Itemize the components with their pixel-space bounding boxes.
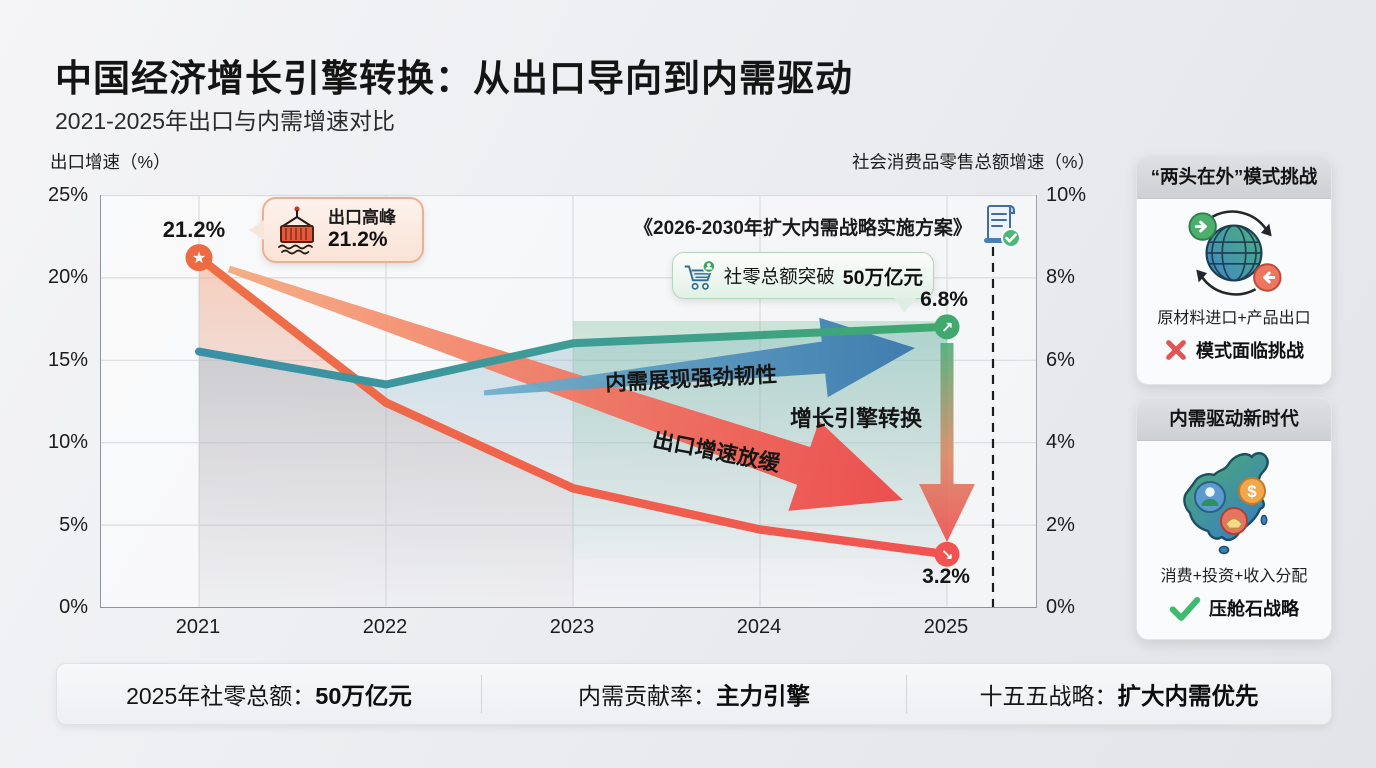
retail-end-marker bbox=[934, 314, 960, 340]
export-line bbox=[194, 253, 952, 559]
left-axis-tick: 10% bbox=[47, 431, 88, 454]
left-axis-tick: 0% bbox=[59, 596, 88, 618]
svg-text:$: $ bbox=[1247, 482, 1257, 501]
year-label: 2023 bbox=[549, 616, 595, 638]
stat-demand-value: 主力引擎 bbox=[716, 683, 810, 709]
left-axis-tick: 15% bbox=[47, 348, 88, 371]
stat-retail-label: 2025年社零总额： bbox=[126, 683, 316, 709]
divider bbox=[906, 675, 907, 713]
chart-canvas: ★ ↗ ↘ bbox=[101, 195, 1036, 607]
divider bbox=[481, 675, 482, 713]
right-axis-tick: 10% bbox=[1046, 184, 1087, 206]
engine-switch-arrow bbox=[919, 343, 975, 542]
x-icon bbox=[1166, 340, 1186, 360]
right-axis-tick: 8% bbox=[1046, 266, 1075, 289]
stat-demand-label: 内需贡献率： bbox=[578, 683, 716, 709]
down-right-marker: ↘ bbox=[941, 547, 954, 564]
year-label: 2021 bbox=[175, 616, 221, 638]
summary-stats-bar: 2025年社零总额： 50万亿元 内需贡献率： 主力引擎 十五五战略： 扩大内需优先 bbox=[56, 663, 1332, 725]
globe-trade-icon bbox=[1188, 210, 1282, 296]
left-axis-tick: 20% bbox=[47, 266, 88, 289]
engine-switch-arrow-shape bbox=[919, 343, 975, 542]
stat-strategy: 十五五战略： 扩大内需优先 bbox=[907, 677, 1331, 711]
card2-header: 内需驱动新时代 bbox=[1137, 398, 1331, 441]
data-markers: ★ ↗ ↘ bbox=[185, 244, 960, 567]
stat-demand-contribution: 内需贡献率： 主力引擎 bbox=[482, 677, 906, 711]
stat-strategy-label: 十五五战略： bbox=[979, 683, 1118, 709]
left-axis-tick: 25% bbox=[47, 184, 88, 206]
card1-status: 模式面临挑战 bbox=[1196, 341, 1304, 361]
year-label: 2025 bbox=[923, 616, 969, 638]
demand-resilience-arrow bbox=[483, 317, 915, 398]
right-axis-tick: 4% bbox=[1046, 431, 1075, 454]
stat-strategy-value: 扩大内需优先 bbox=[1117, 683, 1259, 709]
card2-status: 压舱石战略 bbox=[1209, 599, 1299, 619]
trend-arrows bbox=[227, 265, 915, 511]
export-peak-marker bbox=[185, 244, 213, 272]
export-end-marker bbox=[934, 541, 960, 567]
demand-line bbox=[195, 322, 951, 389]
card-export-model-challenge: “两头在外”模式挑战 bbox=[1136, 155, 1332, 385]
card1-header: “两头在外”模式挑战 bbox=[1137, 156, 1331, 199]
chart-plot-area: ★ ↗ ↘ bbox=[100, 195, 1037, 608]
right-axis-tick: 0% bbox=[1046, 596, 1075, 618]
card2-caption: 消费+投资+收入分配 bbox=[1160, 568, 1308, 585]
year-label: 2022 bbox=[362, 616, 408, 638]
page-subtitle: 2021-2025年出口与内需增速对比 bbox=[55, 108, 395, 134]
check-icon bbox=[1169, 596, 1201, 621]
card1-caption: 原材料进口+产品出口 bbox=[1157, 310, 1311, 327]
data-lines bbox=[194, 253, 952, 559]
right-axis-tick: 2% bbox=[1046, 513, 1075, 536]
left-axis-tick: 5% bbox=[59, 513, 88, 536]
up-right-marker: ↗ bbox=[941, 319, 954, 336]
left-axis-title: 出口增速（%） bbox=[50, 152, 171, 172]
stat-retail-total: 2025年社零总额： 50万亿元 bbox=[57, 677, 481, 711]
right-axis-title: 社会消费品零售总额增速（%） bbox=[851, 152, 1095, 172]
card-domestic-demand-era: 内需驱动新时代 $ 消费+投资+收入分配 bbox=[1136, 397, 1332, 640]
stat-retail-value: 50万亿元 bbox=[315, 683, 412, 709]
star-marker: ★ bbox=[192, 250, 206, 267]
year-label: 2024 bbox=[736, 616, 782, 638]
page-title: 中国经济增长引擎转换：从出口导向到内需驱动 bbox=[55, 58, 853, 99]
china-map-icon: $ bbox=[1183, 452, 1269, 555]
right-axis-tick: 6% bbox=[1046, 348, 1075, 371]
